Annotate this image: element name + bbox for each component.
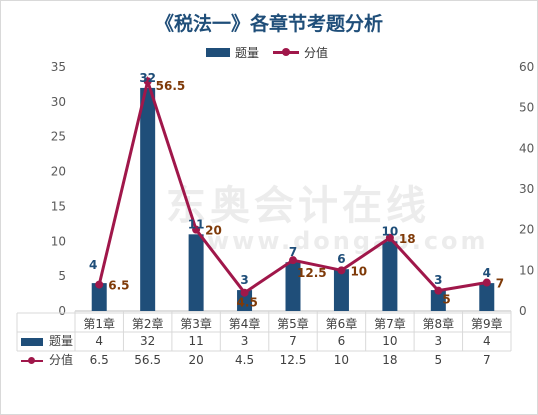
bar-第1章 xyxy=(91,283,107,311)
y-left-tick-label: 5 xyxy=(58,269,66,283)
legend-label-line: 分值 xyxy=(304,45,329,60)
bar-data-label: 4 xyxy=(483,266,491,280)
y-right-tick-label: 20 xyxy=(519,223,534,237)
data-table-cell: 10 xyxy=(333,353,350,367)
x-category-label: 第7章 xyxy=(374,316,406,331)
line-point-第6章 xyxy=(337,266,346,275)
line-point-第2章 xyxy=(143,77,152,86)
watermark-text: 东奥会计在线 xyxy=(166,183,430,229)
y-right-tick-label: 0 xyxy=(519,304,527,318)
y-left-tick-label: 25 xyxy=(51,130,66,144)
line-data-label: 18 xyxy=(399,232,416,246)
line-data-label: 10 xyxy=(350,264,367,278)
data-table-cell: 12.5 xyxy=(279,353,307,367)
legend-label-bar: 题量 xyxy=(235,45,260,60)
x-category-label: 第6章 xyxy=(326,316,358,331)
legend-item-bar: 题量 xyxy=(206,44,259,61)
line-point-第5章 xyxy=(289,256,297,265)
bar-data-label: 3 xyxy=(240,273,248,287)
data-table-cell: 5 xyxy=(434,353,443,367)
line-point-第9章 xyxy=(482,278,491,287)
data-table-cell: 56.5 xyxy=(134,353,162,367)
line-data-label: 6.5 xyxy=(108,279,129,293)
data-table-cell: 3 xyxy=(434,334,443,348)
line-data-label: 5 xyxy=(442,293,450,307)
bar-data-label: 11 xyxy=(188,217,205,231)
x-category-label: 第8章 xyxy=(423,316,455,331)
data-table-row: 分值 6.5 56.5 20 4.5 12.5 10 18 5 7 xyxy=(17,351,511,370)
data-table-cell: 4.5 xyxy=(235,353,255,367)
line-data-label: 12.5 xyxy=(297,266,327,280)
bar-第4章 xyxy=(237,290,253,311)
data-table-cell: 3 xyxy=(240,334,249,348)
data-table-row-header: 分值 xyxy=(17,351,79,370)
bar-第8章 xyxy=(430,290,446,311)
data-table-cell: 7 xyxy=(289,334,297,348)
line-point-第4章 xyxy=(240,288,249,297)
x-category-label: 第2章 xyxy=(132,316,164,331)
line-point-第1章 xyxy=(95,280,104,289)
y-right-tick-label: 50 xyxy=(519,101,534,115)
bar-第6章 xyxy=(333,269,349,311)
data-table-cell: 18 xyxy=(382,353,398,367)
data-table-row: 题量 4 32 11 3 7 6 10 3 4 xyxy=(17,332,511,351)
y-left-tick-label: 20 xyxy=(51,165,66,179)
data-table-cell: 10 xyxy=(382,334,398,348)
line-data-label: 7 xyxy=(496,277,504,291)
y-left-tick-label: 15 xyxy=(51,199,66,213)
y-left-tick-label: 10 xyxy=(51,234,66,248)
data-table-cell: 4 xyxy=(95,334,104,348)
y-right-tick-label: 40 xyxy=(519,141,534,155)
watermark-site: www.dongao.com xyxy=(207,227,489,255)
bar-data-label: 4 xyxy=(89,258,97,272)
data-table-cell: 7 xyxy=(482,353,491,367)
line-point-第7章 xyxy=(385,233,394,242)
x-category-label: 第1章 xyxy=(83,316,115,331)
x-category-label: 第5章 xyxy=(277,316,309,331)
data-table-cell: 20 xyxy=(188,353,204,367)
line-data-label: 4.5 xyxy=(237,296,258,310)
legend: 题量 分值 xyxy=(206,44,342,60)
bar-data-label: 7 xyxy=(289,245,297,259)
table-key-bar xyxy=(21,337,43,346)
line-point-第3章 xyxy=(192,225,201,234)
bar-data-label: 32 xyxy=(139,71,156,85)
table-key-line xyxy=(21,356,43,365)
bar-第5章 xyxy=(285,262,301,311)
bar-第7章 xyxy=(382,241,398,311)
x-category-label: 第4章 xyxy=(229,316,261,331)
x-category-label: 第9章 xyxy=(471,316,503,331)
bar-第2章 xyxy=(140,87,156,312)
bar-data-label: 6 xyxy=(337,252,345,266)
line-data-label: 56.5 xyxy=(156,79,186,93)
data-table-cell: 6 xyxy=(337,334,346,348)
line-point-第8章 xyxy=(434,286,443,295)
y-left-tick-label: 0 xyxy=(58,304,66,318)
y-right-tick-label: 10 xyxy=(519,263,534,277)
bar-data-label: 10 xyxy=(382,224,399,238)
y-left-tick-label: 35 xyxy=(51,60,66,74)
legend-bar-swatch xyxy=(206,47,230,57)
x-category-label: 第3章 xyxy=(180,316,212,331)
chart-title: 《税法一》各章节考题分析 xyxy=(154,13,383,35)
bar-data-label: 3 xyxy=(434,273,442,287)
data-table-cell: 6.5 xyxy=(89,353,109,367)
legend-line-swatch xyxy=(273,47,300,57)
data-table-cell: 4 xyxy=(482,334,491,348)
bar-第9章 xyxy=(479,283,495,311)
data-table-row-label: 题量 xyxy=(49,334,74,348)
data-table-cell: 32 xyxy=(140,334,156,348)
line-data-label: 20 xyxy=(205,224,222,238)
y-right-tick-label: 60 xyxy=(519,60,534,74)
legend-item-line: 分值 xyxy=(273,44,328,61)
y-right-tick-label: 30 xyxy=(519,182,534,196)
y-left-tick-label: 30 xyxy=(51,95,66,109)
data-table-cell: 11 xyxy=(188,334,204,348)
data-table-row-label: 分值 xyxy=(49,353,74,367)
bar-第3章 xyxy=(188,234,204,311)
data-table-row-header: 题量 xyxy=(17,332,79,351)
